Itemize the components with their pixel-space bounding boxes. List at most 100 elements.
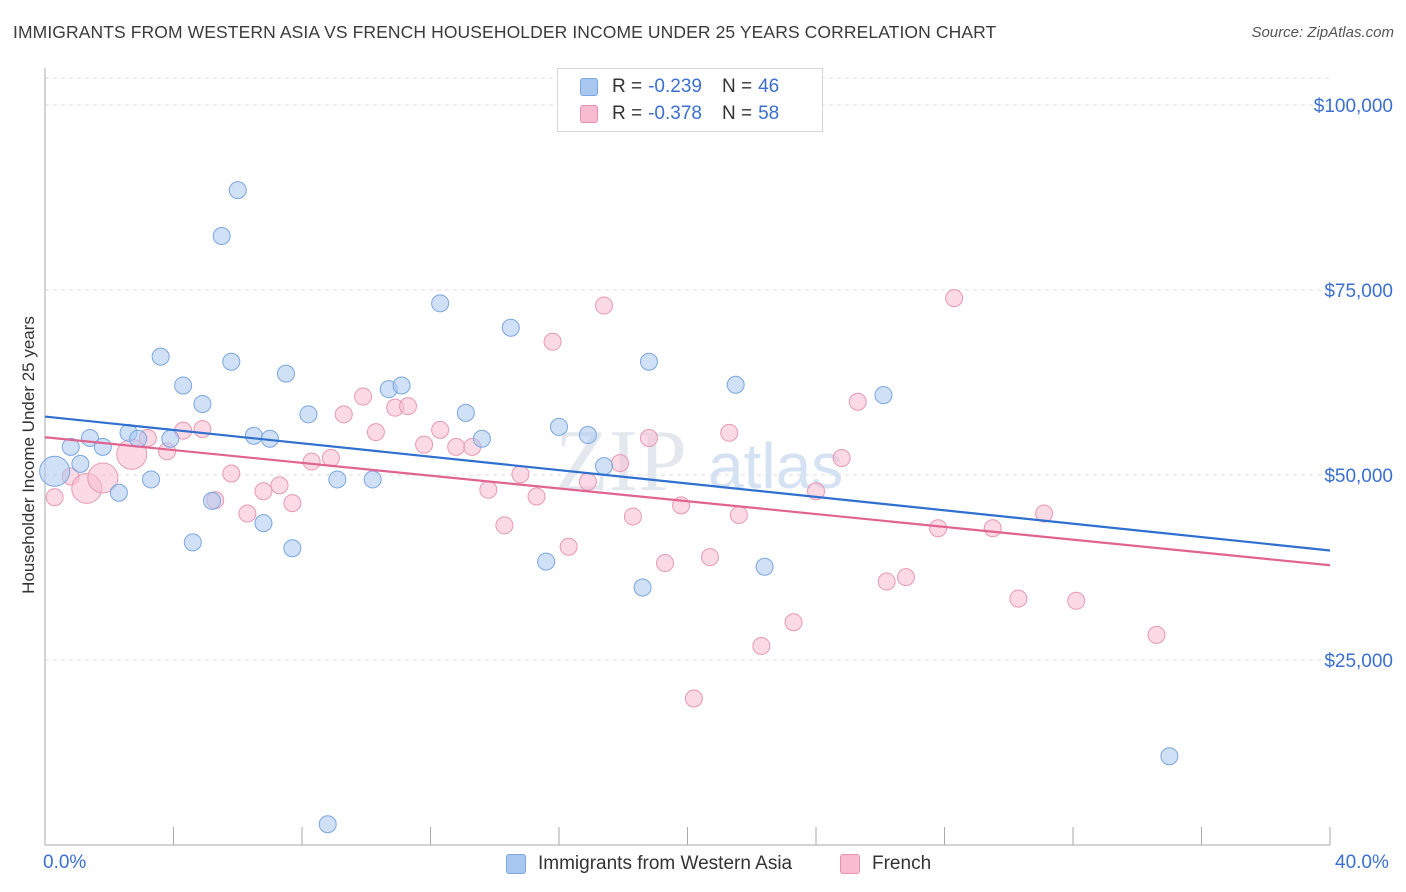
legend-n-value: 46 bbox=[758, 76, 780, 97]
french-point bbox=[334, 405, 353, 424]
french-point bbox=[1035, 504, 1054, 523]
french-point bbox=[983, 519, 1002, 538]
western-asia-point bbox=[726, 375, 745, 394]
french-point bbox=[639, 429, 658, 447]
western-asia-point bbox=[392, 376, 411, 395]
y-axis-label: Householder Income Under 25 years bbox=[19, 316, 38, 594]
legend-row-french: R = -0.378 N = 58 bbox=[580, 103, 779, 125]
french-point bbox=[832, 448, 851, 467]
french-point bbox=[321, 448, 340, 467]
western-asia-trend-line bbox=[44, 415, 1331, 552]
french-point bbox=[729, 505, 748, 524]
western-asia-point bbox=[299, 405, 318, 424]
french-point bbox=[527, 487, 546, 506]
western-asia-point bbox=[109, 483, 128, 502]
french-point bbox=[193, 420, 212, 439]
french-point bbox=[354, 387, 373, 406]
french-point bbox=[254, 482, 273, 501]
western-asia-point bbox=[431, 294, 450, 313]
western-asia-point bbox=[318, 815, 337, 834]
y-tick-labels: $25,000 $50,000 $75,000 $100,000 bbox=[1314, 96, 1393, 672]
french-point bbox=[578, 472, 597, 491]
french-point bbox=[447, 437, 466, 456]
source-credit: Source: ZipAtlas.com bbox=[1251, 24, 1394, 41]
x-tick-label-right: 40.0% bbox=[1335, 852, 1389, 873]
western-asia-point bbox=[1160, 747, 1179, 766]
french-point bbox=[479, 480, 498, 499]
bottom-legend-french: French bbox=[840, 852, 931, 876]
bottom-legend-swatch-french bbox=[840, 854, 860, 874]
legend-swatch-western-asia bbox=[580, 78, 598, 96]
bottom-legend-label: Immigrants from Western Asia bbox=[538, 853, 793, 874]
legend-r-label: R = bbox=[612, 103, 643, 124]
french-point bbox=[283, 494, 302, 513]
french-point bbox=[559, 537, 578, 556]
french-point bbox=[238, 504, 257, 523]
french-point bbox=[1009, 589, 1028, 608]
french-point bbox=[222, 464, 241, 483]
y-tick-label: $50,000 bbox=[1324, 466, 1393, 487]
western-asia-point bbox=[151, 347, 170, 366]
y-tick-label: $100,000 bbox=[1314, 96, 1393, 117]
french-trend-line bbox=[44, 436, 1331, 567]
western-asia-point bbox=[193, 394, 212, 413]
western-asia-point bbox=[39, 455, 71, 487]
western-asia-point bbox=[283, 539, 302, 558]
french-point bbox=[594, 296, 613, 315]
western-asia-point bbox=[93, 437, 112, 456]
french-point bbox=[511, 465, 530, 484]
western-asia-point bbox=[639, 352, 658, 371]
french-point bbox=[720, 423, 739, 442]
y-tick-label: $75,000 bbox=[1324, 281, 1393, 302]
french-point bbox=[415, 435, 434, 454]
bottom-legend-western-asia: Immigrants from Western Asia bbox=[506, 852, 792, 876]
western-asia-point bbox=[142, 470, 161, 489]
western-asia-point bbox=[203, 491, 222, 510]
western-asia-point bbox=[363, 470, 382, 489]
x-tick-label-left: 0.0% bbox=[43, 852, 87, 873]
western-asia-point bbox=[228, 181, 247, 200]
legend-row-western-asia: R = -0.239 N = 46 bbox=[580, 76, 779, 98]
legend-n-label: N = bbox=[721, 103, 753, 124]
french-point bbox=[495, 516, 514, 535]
western-asia-point bbox=[874, 386, 893, 405]
gridlines bbox=[45, 77, 1330, 661]
trend-lines bbox=[44, 415, 1331, 567]
western-asia-points bbox=[39, 181, 1179, 834]
western-asia-point bbox=[254, 514, 273, 533]
french-point bbox=[656, 554, 675, 573]
french-point bbox=[543, 332, 562, 351]
western-asia-point bbox=[276, 364, 295, 383]
french-point bbox=[684, 689, 703, 708]
french-point bbox=[302, 452, 321, 471]
french-point bbox=[87, 462, 119, 494]
french-point bbox=[399, 397, 418, 416]
western-asia-point bbox=[174, 376, 193, 395]
western-asia-point bbox=[129, 429, 148, 448]
french-point bbox=[611, 454, 630, 473]
bottom-legend-swatch-western-asia bbox=[506, 854, 526, 874]
french-point bbox=[896, 568, 915, 587]
stats-legend: R = -0.239 N = 46 R = -0.378 N = 58 bbox=[557, 68, 823, 132]
western-asia-point bbox=[183, 533, 202, 552]
western-asia-point bbox=[755, 557, 774, 576]
french-point bbox=[1067, 591, 1086, 610]
bottom-legend-label: French bbox=[872, 853, 932, 874]
legend-n-value: 58 bbox=[758, 103, 780, 124]
legend-r-value: -0.239 bbox=[648, 76, 702, 97]
french-point bbox=[623, 507, 642, 526]
legend-r-label: R = bbox=[612, 76, 643, 97]
french-point bbox=[366, 423, 385, 442]
legend-r-value: -0.378 bbox=[648, 103, 702, 124]
french-point bbox=[848, 392, 867, 411]
western-asia-point bbox=[456, 403, 475, 422]
legend-n-label: N = bbox=[721, 76, 753, 97]
western-asia-point bbox=[550, 417, 568, 436]
western-asia-point bbox=[222, 352, 241, 371]
axes bbox=[44, 68, 1331, 846]
western-asia-point bbox=[501, 318, 520, 337]
french-point bbox=[752, 636, 771, 655]
french-points bbox=[45, 289, 1166, 708]
western-asia-point bbox=[537, 552, 556, 571]
